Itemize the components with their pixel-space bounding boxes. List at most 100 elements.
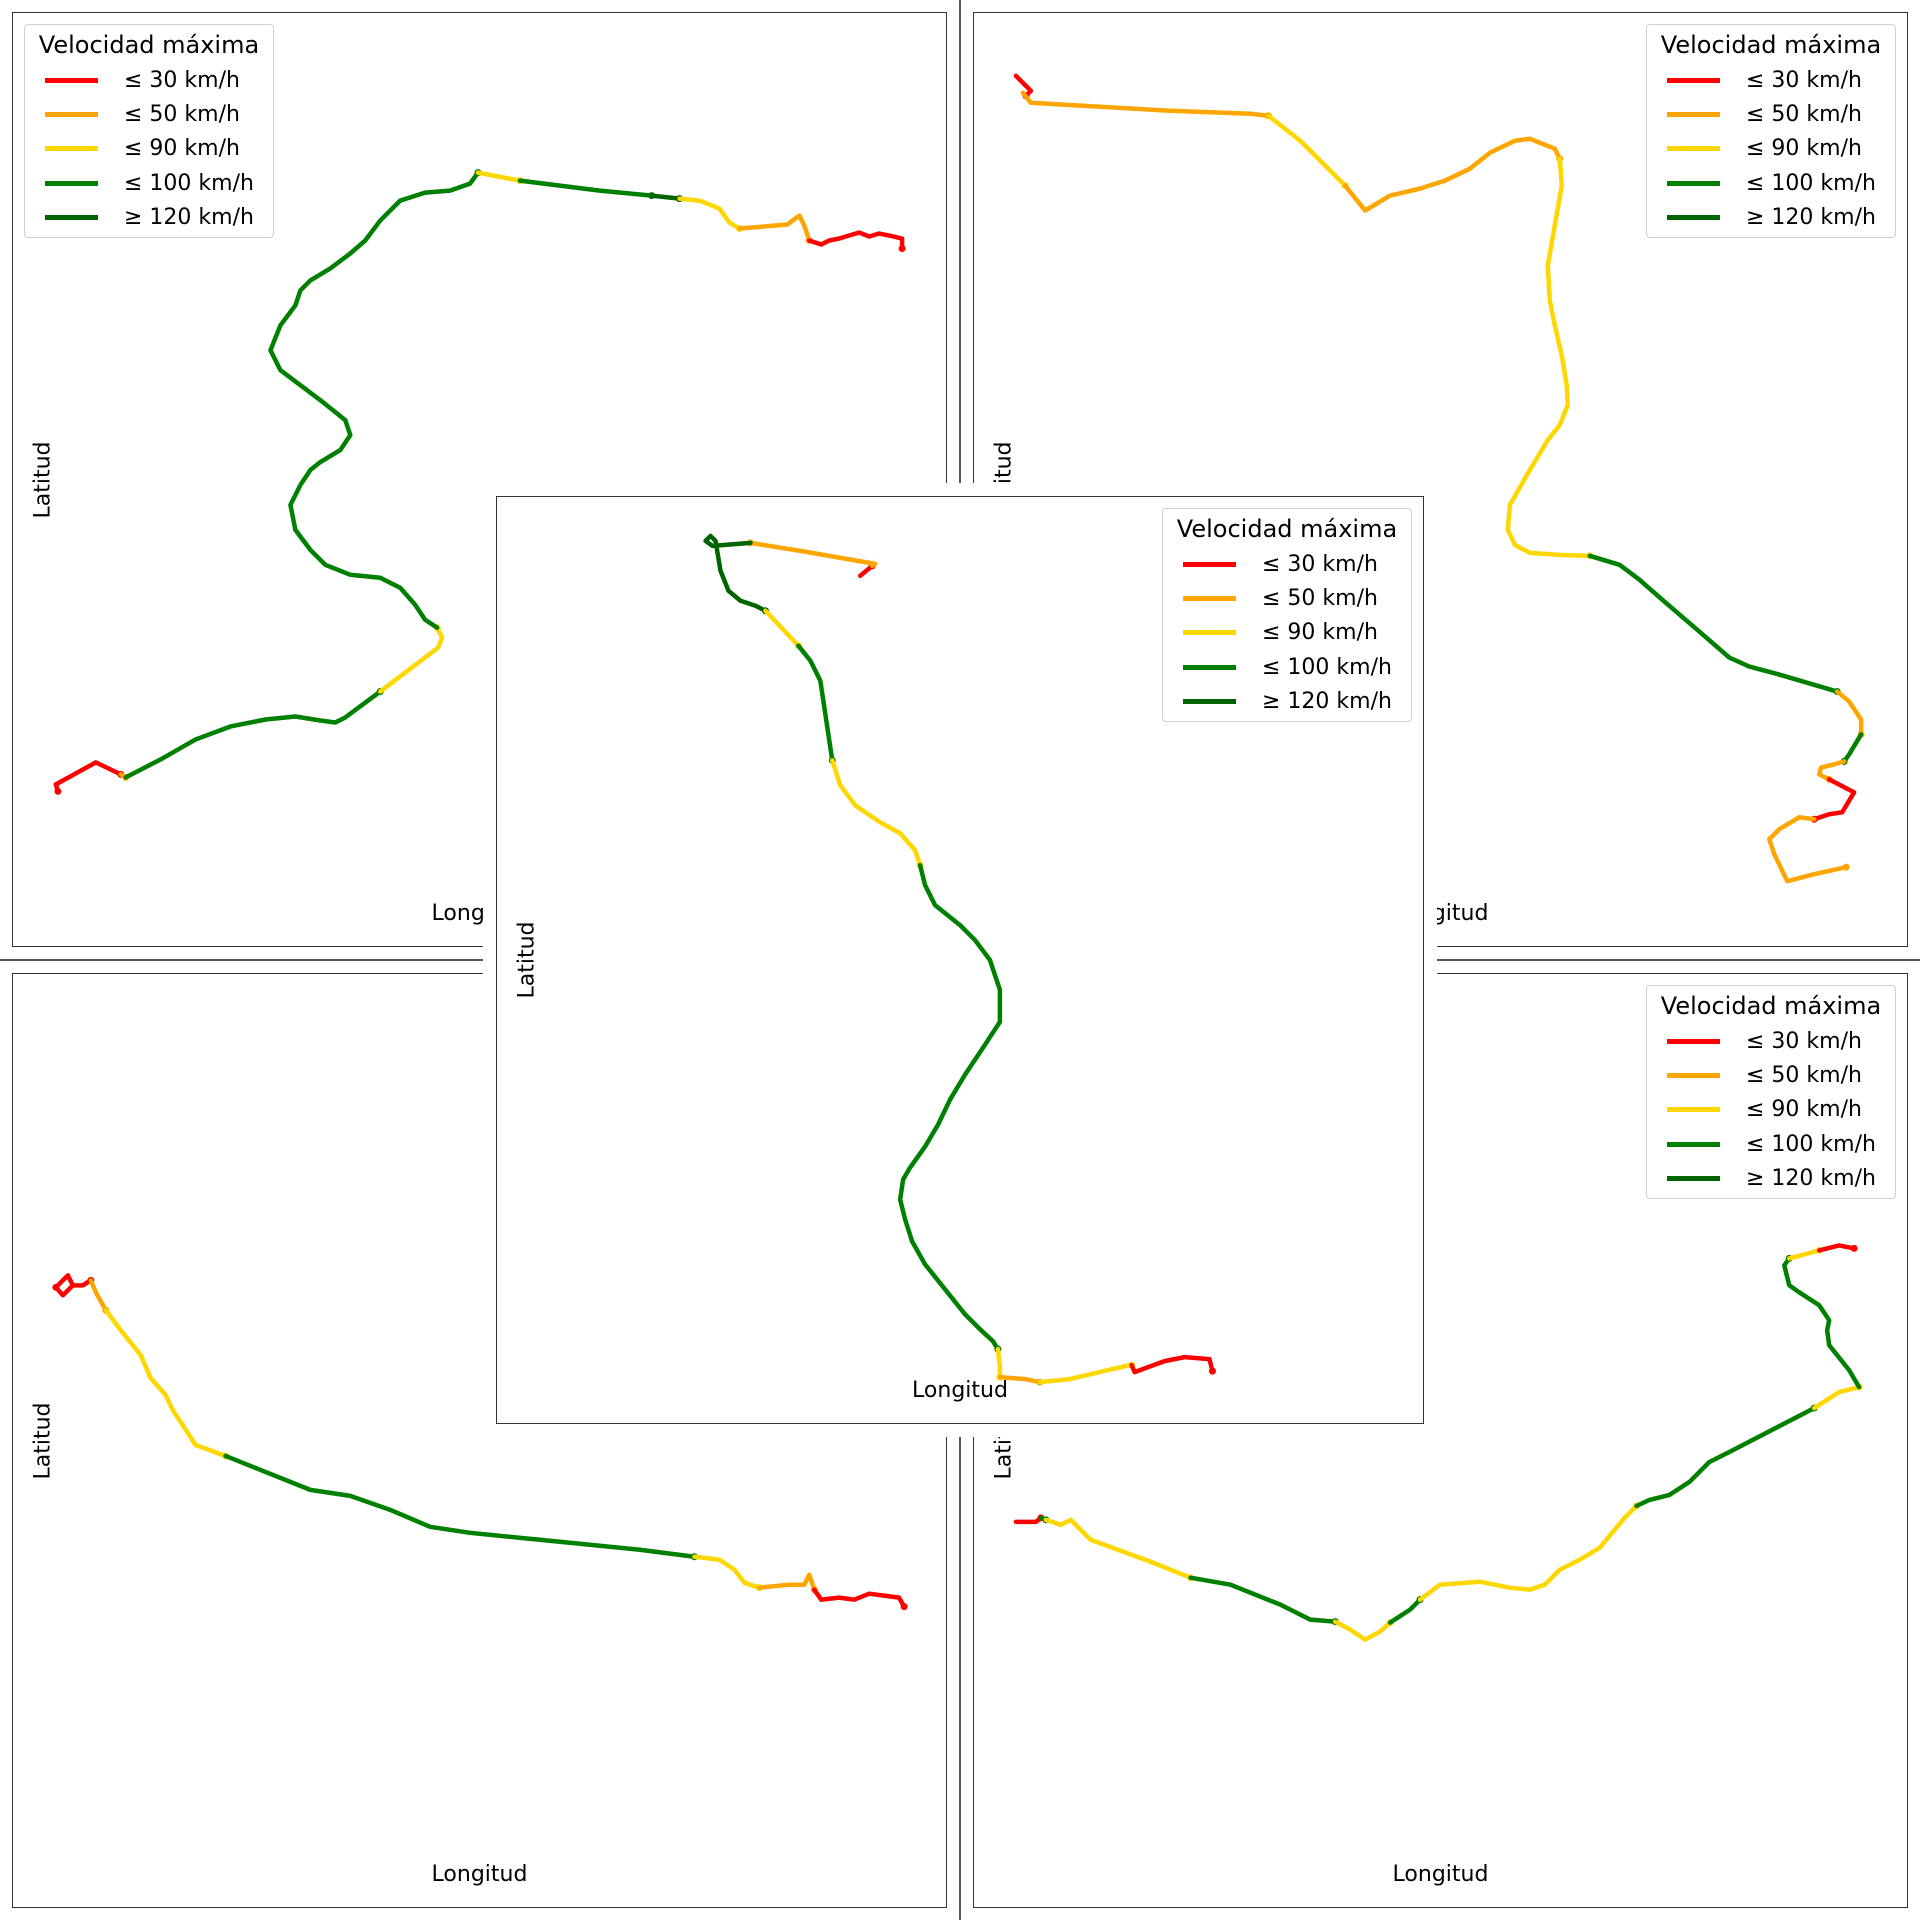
segment-end-marker xyxy=(898,244,906,252)
legend-label: ≤ 100 km/h xyxy=(124,170,254,196)
route-segment-le90 xyxy=(475,170,523,183)
legend: Velocidad máxima ≤ 30 km/h ≤ 50 km/h ≤ 90 k… xyxy=(1646,985,1896,1199)
x-axis-label: Longitud xyxy=(431,1862,528,1887)
legend-label: ≤ 50 km/h xyxy=(1746,1063,1862,1089)
legend-label: ≤ 30 km/h xyxy=(124,67,240,93)
legend-label: ≤ 100 km/h xyxy=(1262,654,1392,680)
legend: Velocidad máxima ≤ 30 km/h ≤ 50 km/h ≤ 90 k… xyxy=(1162,508,1412,722)
legend-label: ≥ 120 km/h xyxy=(1746,205,1876,231)
route-plot xyxy=(703,533,1216,1386)
route-segment-le50 xyxy=(1342,136,1562,213)
route-segment-le30 xyxy=(1129,1354,1215,1375)
legend-swatch xyxy=(45,77,98,83)
legend: Velocidad máxima ≤ 30 km/h ≤ 50 km/h ≤ 90 k… xyxy=(24,24,274,238)
legend-item-le50: ≤ 50 km/h xyxy=(25,97,273,131)
route-segment-le90 xyxy=(1043,1517,1193,1580)
legend-swatch xyxy=(1183,699,1236,705)
legend-item-le50: ≤ 50 km/h xyxy=(1647,97,1895,131)
route-segment-le90 xyxy=(692,1554,762,1590)
legend-label: ≤ 90 km/h xyxy=(1262,620,1378,646)
route-segment-le50 xyxy=(1767,815,1849,884)
legend-swatch xyxy=(1667,1141,1720,1147)
route-segment-le100 xyxy=(1782,1256,1862,1390)
route-segment-le30 xyxy=(1013,1515,1044,1525)
route-plot xyxy=(53,169,906,795)
legend-label: ≤ 30 km/h xyxy=(1746,67,1862,93)
legend-swatch xyxy=(45,112,98,118)
legend-item-le30: ≤ 30 km/h xyxy=(25,63,273,97)
legend-item-le30: ≤ 30 km/h xyxy=(1647,1024,1895,1058)
legend: Velocidad máxima ≤ 30 km/h ≤ 50 km/h ≤ 90 k… xyxy=(1646,24,1896,238)
route-segment-le90 xyxy=(1787,1248,1822,1261)
legend-item-le90: ≤ 90 km/h xyxy=(1647,132,1895,166)
legend-label: ≥ 120 km/h xyxy=(124,205,254,231)
legend-swatch xyxy=(1667,1176,1720,1182)
legend-swatch xyxy=(1667,1073,1720,1079)
segment-end-marker xyxy=(900,1603,908,1611)
legend-swatch xyxy=(1667,112,1720,118)
route-plot xyxy=(52,1273,908,1611)
legend-item-le90: ≤ 90 km/h xyxy=(25,132,273,166)
route-segment-le90 xyxy=(677,196,742,231)
route-segment-le50 xyxy=(1834,689,1864,737)
legend-item-le50: ≤ 50 km/h xyxy=(1163,581,1411,615)
route-segment-le100 xyxy=(1841,732,1864,764)
route-segment-le50 xyxy=(748,540,878,569)
legend-title: Velocidad máxima xyxy=(1176,515,1398,543)
route-segment-le90 xyxy=(1266,113,1348,188)
route-segment-le50 xyxy=(757,1572,817,1592)
route-segment-le50 xyxy=(1020,90,1271,119)
route-segment-le50 xyxy=(1816,759,1847,782)
route-segment-ge120 xyxy=(649,193,682,201)
legend-swatch xyxy=(1667,146,1720,152)
route-segment-le100 xyxy=(796,643,835,763)
legend-title: Velocidad máxima xyxy=(1660,992,1882,1020)
route-segment-le100 xyxy=(1188,1575,1338,1624)
route-segment-le90 xyxy=(1811,1384,1862,1411)
route-segment-le90 xyxy=(1417,1503,1639,1602)
legend-title: Velocidad máxima xyxy=(1660,31,1882,59)
chart-center: Longitud Latitud Velocidad máxima ≤ 30 km/h… xyxy=(496,496,1424,1424)
center-chart-overlay: Longitud Latitud Velocidad máxima ≤ 30 km/h… xyxy=(483,483,1437,1437)
route-segment-le30 xyxy=(812,1587,907,1609)
legend-label: ≤ 30 km/h xyxy=(1262,551,1378,577)
legend-swatch xyxy=(45,180,98,186)
legend-swatch xyxy=(1667,180,1720,186)
y-axis-label: Latitud xyxy=(30,1401,56,1480)
x-axis-label: Longitud xyxy=(1392,1862,1489,1887)
segment-end-marker xyxy=(1208,1367,1216,1375)
chart-top-left: Longitud Latitud Velocidad máxima ≤ 30 km/h… xyxy=(12,12,947,947)
route-segment-le100 xyxy=(268,170,481,630)
legend-item-le100: ≤ 100 km/h xyxy=(1163,650,1411,684)
route-segment-le30 xyxy=(1816,1243,1857,1253)
segment-end-marker xyxy=(1842,863,1850,871)
route-segment-le90 xyxy=(1505,156,1592,559)
segment-end-marker xyxy=(54,787,62,795)
route-segment-le50 xyxy=(737,213,812,243)
legend-swatch xyxy=(45,146,98,152)
legend-item-le90: ≤ 90 km/h xyxy=(1163,616,1411,650)
legend-swatch xyxy=(1183,561,1236,567)
route-segment-le90 xyxy=(1332,1619,1393,1642)
legend-item-le100: ≤ 100 km/h xyxy=(25,166,273,200)
legend-item-le30: ≤ 30 km/h xyxy=(1163,547,1411,581)
route-segment-le90 xyxy=(763,608,801,648)
route-segment-le30 xyxy=(53,760,124,787)
legend-swatch xyxy=(1183,630,1236,636)
legend-item-ge120: ≥ 120 km/h xyxy=(25,201,273,235)
legend-label: ≤ 50 km/h xyxy=(1746,102,1862,128)
route-segment-le90 xyxy=(830,758,923,868)
legend-title: Velocidad máxima xyxy=(38,31,260,59)
legend-swatch xyxy=(1183,664,1236,670)
route-segment-le50 xyxy=(88,1278,109,1313)
legend-item-le30: ≤ 30 km/h xyxy=(1647,63,1895,97)
legend-item-le90: ≤ 90 km/h xyxy=(1647,1093,1895,1127)
route-segment-le100 xyxy=(1587,553,1840,694)
segment-end-marker xyxy=(1850,1244,1858,1252)
legend-label: ≤ 90 km/h xyxy=(1746,136,1862,162)
legend-swatch xyxy=(1667,1107,1720,1113)
legend-label: ≥ 120 km/h xyxy=(1262,689,1392,715)
legend-item-ge120: ≥ 120 km/h xyxy=(1163,685,1411,719)
legend-item-ge120: ≥ 120 km/h xyxy=(1647,1162,1895,1196)
route-segment-le90 xyxy=(995,1346,1003,1380)
